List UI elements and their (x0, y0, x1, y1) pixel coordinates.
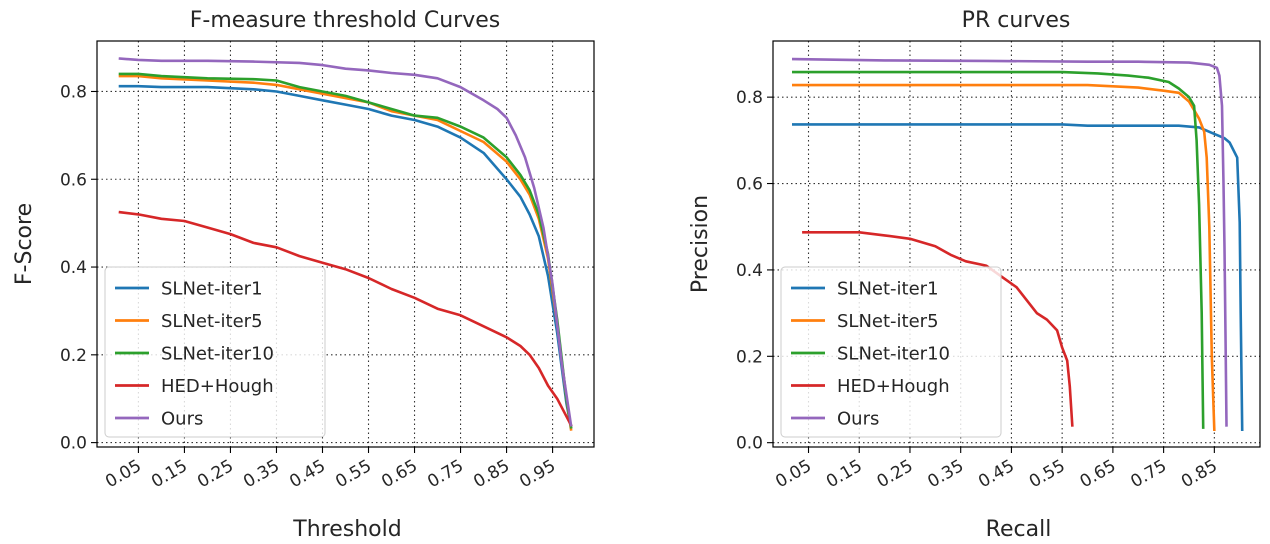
chart-1-title: F-measure threshold Curves (190, 8, 501, 33)
chart-2-ylabel: Precision (688, 195, 713, 293)
chart-1-ylabel: F-Score (12, 203, 37, 285)
chart-2-xtick-label: 0.35 (924, 456, 967, 492)
chart-1-ytick-label: 0.4 (60, 258, 87, 278)
chart-1-xtick-label: 0.15 (148, 456, 191, 492)
chart-1-series-slnet-iter10 (118, 72, 573, 429)
chart-1-xtick-label: 0.65 (378, 456, 421, 492)
chart-1-xtick-label: 0.45 (286, 456, 329, 492)
chart-2-xtick-label: 0.75 (1127, 456, 1170, 492)
chart-2-xtick-label: 0.45 (975, 456, 1018, 492)
chart-1-series-ours (118, 57, 573, 427)
chart-2-xtick-label: 0.25 (874, 456, 917, 492)
chart-2-legend-label: SLNet-iter1 (837, 279, 939, 300)
chart-1-xtick-label: 0.95 (516, 456, 559, 492)
chart-2-legend-label: SLNet-iter10 (837, 344, 950, 365)
chart-1-axes-frame (96, 40, 595, 448)
chart-2-ytick-label: 0.2 (736, 347, 763, 367)
chart-1-xtick-label: 0.55 (332, 456, 375, 492)
chart-2-title: PR curves (962, 8, 1071, 33)
chart-1-ytick-label: 0.8 (60, 82, 87, 102)
chart-2: PR curves 0.05 0.15 0.25 0.35 0.45 0.55 0.65 0.7… (688, 8, 1261, 542)
chart-1-legend-label: SLNet-iter5 (161, 311, 263, 332)
chart-1-series-hed-hough (118, 210, 573, 427)
chart-2-axes-frame (772, 40, 1261, 448)
chart-1-series-slnet-iter1 (118, 84, 573, 429)
chart-1-ytick-label: 0.2 (60, 346, 87, 366)
chart-1-legend: SLNet-iter1 SLNet-iter5 SLNet-iter10 HED+Ho… (104, 266, 326, 438)
chart-2-series-slnet-iter1 (791, 123, 1244, 432)
chart-1-legend-box (104, 266, 326, 438)
chart-2-series-slnet-iter5 (791, 83, 1216, 432)
chart-2-legend-label: SLNet-iter5 (837, 311, 939, 332)
chart-1-xtick-label: 0.25 (194, 456, 237, 492)
chart-1-ytick-label: 0.0 (60, 434, 87, 454)
chart-1-ytick-label: 0.6 (60, 170, 87, 190)
chart-1-legend-label: HED+Hough (161, 376, 274, 397)
chart-1-legend-label: SLNet-iter1 (161, 279, 263, 300)
chart-2-series-slnet-iter10 (791, 70, 1205, 429)
chart-1-xtick-label: 0.85 (470, 456, 513, 492)
chart-1-xtick-label: 0.35 (240, 456, 283, 492)
chart-1-legend-label: Ours (161, 409, 203, 430)
chart-2-ytick-label: 0.0 (736, 434, 763, 454)
chart-1-xtick-label: 0.05 (102, 456, 145, 492)
chart-2-ytick-label: 0.6 (736, 175, 763, 195)
chart-2-ytick-label: 0.8 (736, 88, 763, 108)
chart-2-xtick-label: 0.65 (1077, 456, 1120, 492)
chart-1-xlabel: Threshold (292, 517, 401, 542)
chart-2-xtick-label: 0.15 (823, 456, 866, 492)
chart-2-xtick-label: 0.55 (1026, 456, 1069, 492)
chart-1-xtick-label: 0.75 (424, 456, 467, 492)
chart-2-legend-label: Ours (837, 409, 879, 430)
chart-2-legend-box (780, 266, 1002, 438)
chart-2-xtick-label: 0.85 (1178, 456, 1221, 492)
chart-2-xlabel: Recall (986, 517, 1052, 542)
chart-2-ytick-label: 0.4 (736, 261, 763, 281)
chart-2-legend-label: HED+Hough (837, 376, 950, 397)
chart-1-legend-label: SLNet-iter10 (161, 344, 274, 365)
chart-2-legend: SLNet-iter1 SLNet-iter5 SLNet-iter10 HED+Ho… (780, 266, 1002, 438)
chart-2-xtick-label: 0.05 (772, 456, 815, 492)
chart-2-series-ours (791, 57, 1228, 427)
